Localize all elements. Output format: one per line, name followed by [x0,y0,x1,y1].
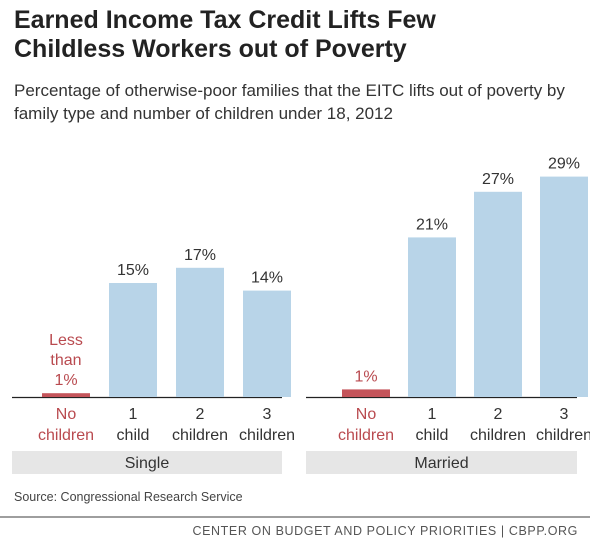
single-data-label-3: 17% [184,247,216,264]
chart-title: Earned Income Tax Credit Lifts Few Child… [14,6,574,64]
single-bar-2 [109,283,157,397]
married-category-label-1: No children [338,406,394,444]
married-category-label-2: 1 child [416,406,449,444]
married-bar-4 [540,176,588,397]
single-category-label-2: 1 child [117,406,150,444]
single-category-label-4: 3 children [239,406,295,444]
single-group-band [12,451,282,474]
footer-credit: CENTER ON BUDGET AND POLICY PRIORITIES |… [192,524,578,538]
chart-subtitle: Percentage of otherwise-poor families th… [14,81,565,123]
single-bar-3 [176,267,224,397]
single-data-label-1: Less than 1% [49,332,83,389]
married-data-label-4: 29% [548,156,580,173]
source-note: Source: Congressional Research Service [14,490,243,504]
married-category-label-3: 2 children [470,406,526,444]
single-data-label-4: 14% [251,270,283,287]
married-group-band [306,451,577,474]
married-category-label-4: 3 children [536,406,590,444]
married-group-label: Married [414,455,468,472]
married-data-label-3: 27% [482,171,514,188]
single-bar-4 [243,290,291,397]
married-data-label-1: 1% [354,368,377,385]
single-category-label-1: No children [38,406,94,444]
single-group-label: Single [125,455,170,472]
chart-title-line-1: Earned Income Tax Credit Lifts Few [14,6,436,34]
single-category-label-3: 2 children [172,406,228,444]
footer-divider [0,516,590,518]
single-bar-1 [42,393,90,397]
bar-chart: Single Less than 1% No children 15% 1 child 17% 2 c… [12,156,590,474]
married-bar-2 [408,237,456,397]
married-bar-1 [342,389,390,397]
married-bar-3 [474,191,522,397]
single-data-label-2: 15% [117,262,149,279]
married-data-label-2: 21% [416,216,448,233]
chart-title-line-2: Childless Workers out of Poverty [14,35,407,63]
